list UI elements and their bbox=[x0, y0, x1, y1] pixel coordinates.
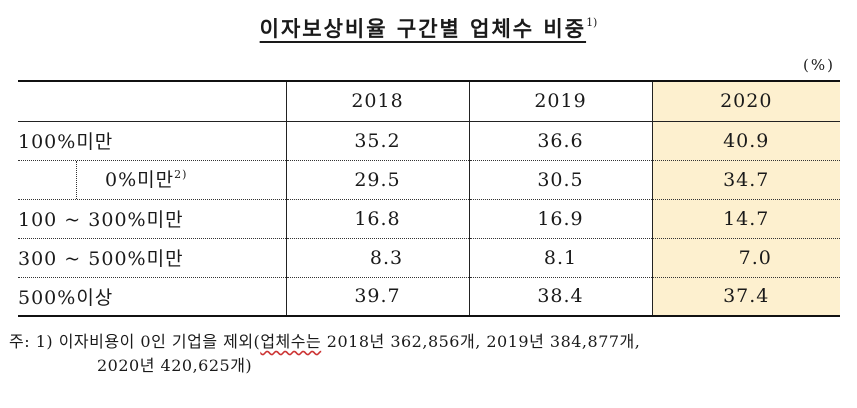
row-label-sub: 0%미만2) bbox=[18, 160, 286, 200]
header-year-2018: 2018 bbox=[285, 80, 469, 122]
cell-2020: 34.7 bbox=[651, 160, 840, 200]
cell-2018: 39.7 bbox=[285, 277, 469, 317]
cell-2018: 35.2 bbox=[285, 121, 469, 161]
row-footnote-mark: 2) bbox=[174, 167, 188, 181]
sub-item-box: 0%미만2) bbox=[76, 160, 188, 199]
cell-2020: 7.0 bbox=[651, 238, 840, 278]
table-row: 500%이상 39.7 38.4 37.4 bbox=[18, 277, 840, 317]
title-footnote-mark: 1) bbox=[586, 16, 598, 29]
table-row: 100%미만 35.2 36.6 40.9 bbox=[18, 121, 840, 161]
footnote-rest: 2018년 362,856개, 2019년 384,877개, bbox=[321, 332, 641, 351]
table-title: 이자보상비율 구간별 업체수 비중1) bbox=[0, 8, 857, 44]
header-row: 2018 2019 2020 bbox=[18, 80, 840, 122]
table-row: 0%미만2) 29.5 30.5 34.7 bbox=[18, 160, 840, 200]
row-label: 500%이상 bbox=[18, 277, 286, 317]
footnote-line-2: 2020년 420,625개) bbox=[97, 356, 253, 375]
header-year-2020: 2020 bbox=[651, 80, 840, 122]
cell-2020: 37.4 bbox=[651, 277, 840, 317]
row-label: 300 ~ 500%미만 bbox=[18, 238, 286, 278]
footnote-underlined: 업체수는 bbox=[260, 332, 322, 351]
cell-2019: 38.4 bbox=[468, 277, 652, 317]
footnote-line-1: 주: 1) 이자비용이 0인 기업을 제외(업체수는 2018년 362,856… bbox=[9, 330, 849, 354]
cell-2018: 8.3 bbox=[285, 238, 469, 278]
row-label: 100%미만 bbox=[18, 121, 286, 161]
cell-2018: 16.8 bbox=[285, 199, 469, 239]
cell-2020: 14.7 bbox=[651, 199, 840, 239]
cell-2019: 8.1 bbox=[468, 238, 652, 278]
cell-2019: 16.9 bbox=[468, 199, 652, 239]
footnote-prefix: 주: 1) 이자비용이 0인 기업을 제외( bbox=[9, 332, 261, 351]
cell-2020: 40.9 bbox=[651, 121, 840, 161]
cell-2018: 29.5 bbox=[285, 160, 469, 200]
ratio-table: 2018 2019 2020 100%미만 35.2 36.6 40.9 0%미… bbox=[18, 80, 840, 317]
cell-2019: 30.5 bbox=[468, 160, 652, 200]
table-row: 100 ~ 300%미만 16.8 16.9 14.7 bbox=[18, 199, 840, 239]
footnote: 주: 1) 이자비용이 0인 기업을 제외(업체수는 2018년 362,856… bbox=[9, 330, 849, 378]
row-label: 0%미만 bbox=[105, 168, 175, 191]
table-row: 300 ~ 500%미만 8.3 8.1 7.0 bbox=[18, 238, 840, 278]
header-corner bbox=[18, 80, 286, 122]
table-title-text: 이자보상비율 구간별 업체수 비중 bbox=[259, 16, 587, 41]
header-year-2019: 2019 bbox=[468, 80, 652, 122]
row-label: 100 ~ 300%미만 bbox=[18, 199, 286, 239]
cell-2019: 36.6 bbox=[468, 121, 652, 161]
unit-label: (%) bbox=[803, 56, 835, 74]
